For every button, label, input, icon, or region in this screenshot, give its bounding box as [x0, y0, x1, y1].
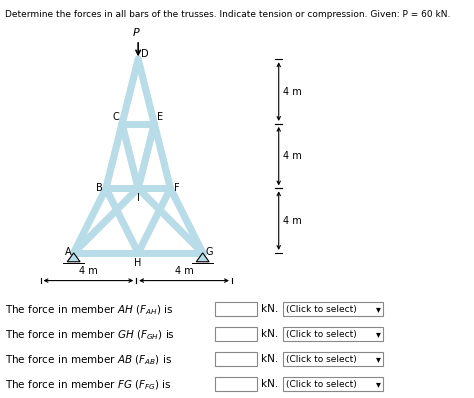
FancyBboxPatch shape — [215, 377, 257, 391]
Text: The force in member $FG$ ($F_{FG}$) is: The force in member $FG$ ($F_{FG}$) is — [5, 378, 172, 392]
Text: Determine the forces in all bars of the trusses. Indicate tension or compression: Determine the forces in all bars of the … — [5, 10, 450, 19]
Text: The force in member $GH$ ($F_{GH}$) is: The force in member $GH$ ($F_{GH}$) is — [5, 328, 175, 342]
Text: (Click to select): (Click to select) — [286, 305, 357, 314]
Text: ▾: ▾ — [376, 329, 381, 339]
FancyBboxPatch shape — [215, 352, 257, 366]
Text: A: A — [64, 247, 71, 257]
Text: 4 m: 4 m — [283, 87, 302, 97]
Text: (Click to select): (Click to select) — [286, 355, 357, 364]
Text: P: P — [132, 27, 139, 37]
Text: D: D — [141, 49, 148, 59]
FancyBboxPatch shape — [215, 327, 257, 341]
Text: E: E — [157, 112, 163, 122]
Text: 4 m: 4 m — [79, 266, 98, 276]
Text: G: G — [205, 247, 213, 257]
Text: I: I — [137, 193, 140, 203]
Text: (Click to select): (Click to select) — [286, 330, 357, 339]
FancyBboxPatch shape — [283, 352, 383, 366]
Text: kN.: kN. — [261, 329, 278, 339]
Text: The force in member $AB$ ($F_{AB}$) is: The force in member $AB$ ($F_{AB}$) is — [5, 353, 172, 367]
Text: B: B — [96, 183, 103, 193]
Text: kN.: kN. — [261, 379, 278, 389]
Text: H: H — [135, 258, 142, 268]
Text: The force in member $AH$ ($F_{AH}$) is: The force in member $AH$ ($F_{AH}$) is — [5, 304, 173, 317]
Polygon shape — [67, 253, 80, 262]
Text: kN.: kN. — [261, 304, 278, 314]
Text: ▾: ▾ — [376, 304, 381, 314]
Text: ▾: ▾ — [376, 354, 381, 364]
Text: 4 m: 4 m — [175, 266, 193, 276]
Polygon shape — [196, 253, 209, 262]
Text: 4 m: 4 m — [283, 151, 302, 161]
FancyBboxPatch shape — [283, 377, 383, 391]
Text: 4 m: 4 m — [283, 216, 302, 226]
Text: F: F — [173, 183, 179, 193]
FancyBboxPatch shape — [283, 302, 383, 316]
Text: (Click to select): (Click to select) — [286, 380, 357, 388]
Text: C: C — [113, 112, 119, 122]
Text: kN.: kN. — [261, 354, 278, 364]
FancyBboxPatch shape — [283, 327, 383, 341]
FancyBboxPatch shape — [215, 302, 257, 316]
Text: ▾: ▾ — [376, 379, 381, 389]
